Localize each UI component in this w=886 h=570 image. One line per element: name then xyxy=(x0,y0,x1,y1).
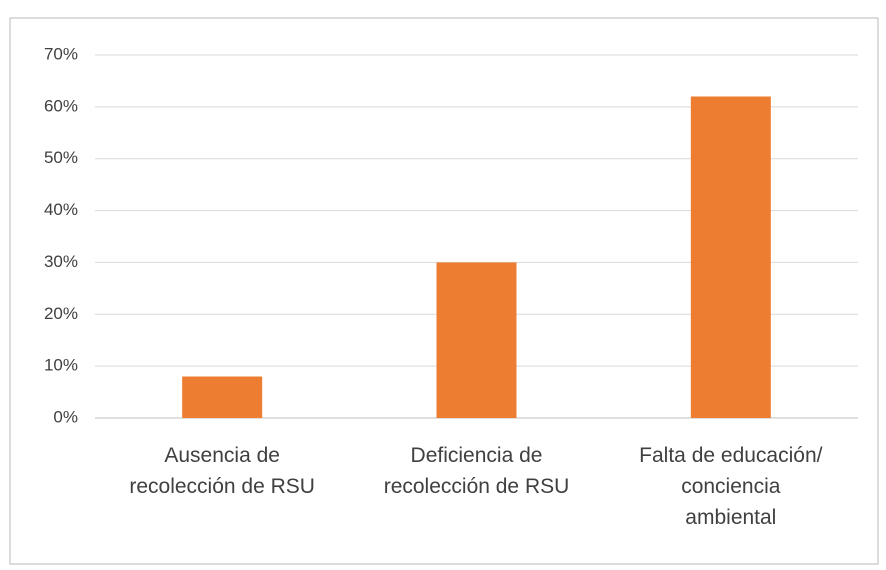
y-tick-label: 60% xyxy=(44,96,78,115)
x-tick-label: Ausencia de recolección de RSU xyxy=(129,444,315,498)
y-tick-label: 0% xyxy=(53,407,78,426)
y-tick-label: 70% xyxy=(44,44,78,63)
y-tick-label: 30% xyxy=(44,252,78,271)
y-tick-label: 50% xyxy=(44,148,78,167)
y-tick-label: 20% xyxy=(44,304,78,323)
y-tick-label: 10% xyxy=(44,356,78,375)
bar xyxy=(436,262,517,418)
bar xyxy=(182,376,263,418)
bar xyxy=(690,96,771,418)
y-tick-label: 40% xyxy=(44,200,78,219)
x-tick-label: Deficiencia de recolección de RSU xyxy=(383,444,570,498)
x-tick-label: Falta de educación/ conciencia ambiental xyxy=(639,444,823,529)
chart-frame xyxy=(9,17,879,565)
